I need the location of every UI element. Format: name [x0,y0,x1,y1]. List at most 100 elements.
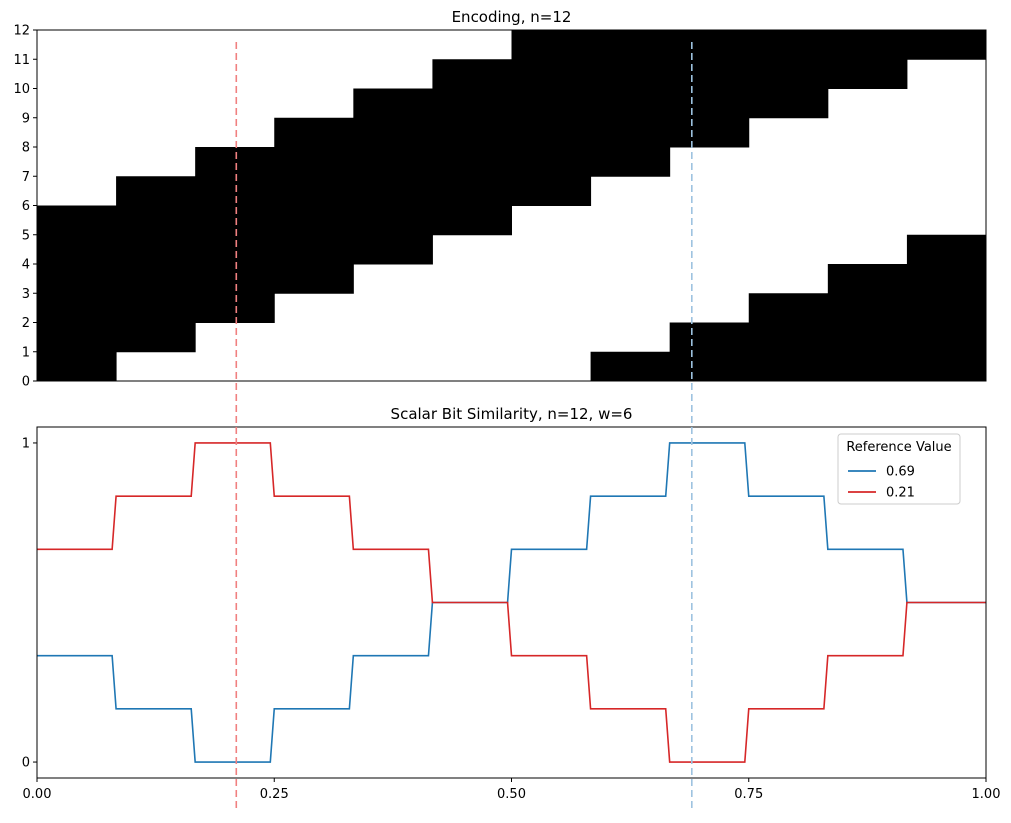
encoding-cell [37,205,117,236]
encoding-cell [748,351,829,382]
similarity-x-tick-label: 0.00 [23,787,52,802]
encoding-cell [274,117,354,148]
encoding-cell [432,88,512,119]
legend-entry-label: 0.69 [886,465,915,480]
encoding-y-tick-label: 2 [22,316,30,331]
encoding-cell [827,293,908,323]
encoding-cell [116,264,196,294]
similarity-x-tick-label: 1.00 [972,787,1001,802]
encoding-cell [669,88,750,119]
encoding-cell [353,117,433,148]
similarity-x-tick-label: 0.50 [497,787,526,802]
encoding-cell [116,293,196,323]
encoding-cell [511,59,592,89]
encoding-cell [353,176,433,206]
encoding-cell [195,264,275,294]
encoding-cell [432,59,512,89]
encoding-cell [37,351,117,382]
encoding-cell [748,293,829,323]
encoding-cell [906,234,987,265]
encoding-cell [827,30,908,60]
encoding-y-tick-label: 8 [22,141,30,156]
encoding-cell [195,176,275,206]
similarity-y-tick-label: 1 [22,436,30,451]
encoding-cell [590,147,671,177]
encoding-cell [590,88,671,119]
encoding-cell [827,264,908,294]
encoding-cell [590,117,671,148]
encoding-cell [669,351,750,382]
encoding-title: Encoding, n=12 [452,8,572,26]
encoding-y-tick-label: 12 [13,24,30,39]
encoding-cell [195,205,275,236]
encoding-cell [353,147,433,177]
encoding-cell [432,147,512,177]
legend-entry-label: 0.21 [886,486,915,501]
encoding-y-tick-label: 10 [13,82,30,97]
legend-title: Reference Value [846,440,951,455]
encoding-cell [906,351,987,382]
similarity-y-tick-label: 0 [22,756,30,771]
encoding-cell [195,147,275,177]
encoding-cell [195,234,275,265]
encoding-cell [432,117,512,148]
encoding-cell [274,176,354,206]
encoding-cell [116,322,196,353]
encoding-cell [669,117,750,148]
encoding-y-tick-label: 9 [22,111,30,126]
encoding-cell [669,59,750,89]
reference-lines [235,42,693,812]
similarity-title: Scalar Bit Similarity, n=12, w=6 [391,405,633,423]
encoding-cell [116,205,196,236]
encoding-cell [748,322,829,353]
encoding-cell [827,322,908,353]
encoding-cell [748,88,829,119]
encoding-cell [906,30,987,60]
similarity-y-axis: 01 [22,436,37,771]
encoding-cell [906,293,987,323]
encoding-cell [590,351,671,382]
similarity-x-tick-label: 0.25 [260,787,289,802]
encoding-cell [353,88,433,119]
encoding-cell [827,59,908,89]
legend: Reference Value 0.69 0.21 [837,433,961,505]
encoding-cell [511,117,592,148]
encoding-y-tick-label: 7 [22,170,30,185]
encoding-cell [669,322,750,353]
encoding-cell [274,234,354,265]
encoding-cell [37,234,117,265]
similarity-x-tick-label: 0.75 [734,787,763,802]
series-line-0-69 [37,442,986,763]
encoding-cell [906,322,987,353]
similarity-x-axis: 0.00 0.25 0.50 0.75 1.00 [23,778,1001,802]
encoding-y-tick-label: 1 [22,345,30,360]
similarity-panel: Scalar Bit Similarity, n=12, w=6 0.00 0.2… [22,405,1001,802]
encoding-cell [827,351,908,382]
encoding-cell [37,293,117,323]
encoding-cells [37,30,987,382]
encoding-cell [274,205,354,236]
encoding-cell [432,176,512,206]
encoding-frame [36,29,987,382]
encoding-cell [353,205,433,236]
series-line-0-21 [37,442,986,763]
encoding-cell [511,176,592,206]
encoding-cell [590,30,671,60]
encoding-cell [116,176,196,206]
similarity-frame [36,426,987,779]
encoding-y-tick-label: 0 [22,375,30,390]
encoding-cell [748,30,829,60]
encoding-cell [37,322,117,353]
encoding-y-tick-label: 11 [13,53,30,68]
similarity-series [37,442,986,763]
encoding-cell [748,59,829,89]
encoding-cell [590,59,671,89]
encoding-cell [669,30,750,60]
encoding-cell [906,264,987,294]
encoding-cell [511,30,592,60]
legend-box [837,433,961,505]
encoding-cell [274,147,354,177]
encoding-cell [274,264,354,294]
